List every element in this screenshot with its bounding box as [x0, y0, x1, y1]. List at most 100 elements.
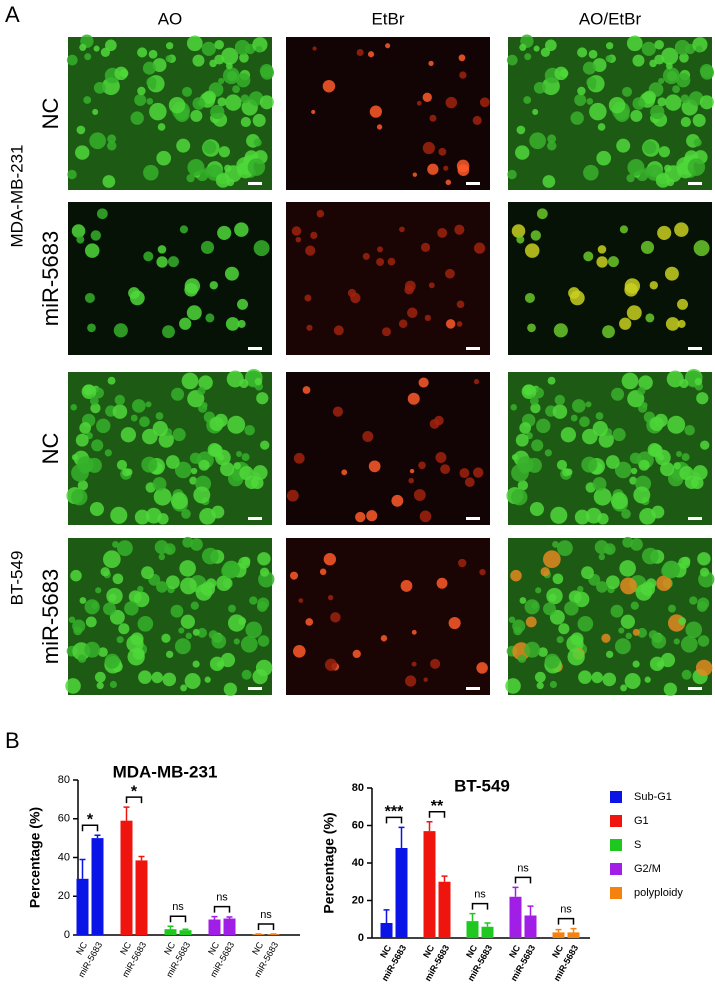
panel-label: B	[5, 728, 20, 753]
cell	[172, 428, 186, 442]
cell	[531, 601, 539, 609]
cell	[593, 487, 612, 506]
significance-label: *	[87, 811, 94, 828]
legend-label: G2/M	[634, 863, 661, 875]
cell	[550, 506, 568, 524]
cell	[423, 677, 428, 682]
cell	[71, 454, 78, 461]
cell	[77, 654, 87, 663]
legend-swatch	[610, 815, 622, 827]
cell	[178, 627, 185, 634]
group-label: MDA-MB-231	[7, 145, 26, 248]
cell	[157, 245, 167, 254]
cell	[240, 635, 258, 653]
bar	[552, 932, 565, 938]
cell	[626, 35, 643, 52]
cell	[124, 601, 139, 616]
cell	[679, 378, 689, 389]
cell	[668, 604, 676, 613]
cell	[585, 401, 592, 408]
cell	[170, 492, 188, 510]
bar	[208, 919, 221, 935]
cell	[618, 627, 625, 634]
cell	[142, 61, 156, 75]
cell	[454, 224, 465, 235]
cell	[582, 428, 598, 445]
cell	[166, 650, 174, 659]
cell	[236, 450, 243, 457]
bar	[91, 838, 104, 935]
cell	[427, 163, 439, 175]
cell	[367, 51, 375, 58]
cell	[368, 460, 381, 473]
cell	[146, 98, 154, 105]
cell	[198, 375, 213, 390]
cell	[84, 641, 101, 658]
cell	[304, 294, 312, 302]
cell	[638, 375, 653, 390]
cell	[640, 240, 655, 254]
cell	[112, 540, 119, 548]
cell	[93, 81, 106, 94]
cell	[100, 567, 110, 577]
cell	[220, 462, 235, 477]
cell	[141, 566, 154, 580]
cell	[209, 416, 224, 432]
error-bar	[167, 925, 174, 930]
cell	[70, 569, 82, 582]
chart-title: MDA-MB-231	[113, 762, 218, 781]
cell	[134, 509, 150, 525]
cell	[232, 85, 241, 94]
cell	[448, 616, 461, 630]
cell	[568, 590, 582, 604]
cell	[180, 614, 195, 629]
chart-title: BT-549	[454, 776, 510, 795]
cell	[558, 623, 570, 635]
cell	[422, 141, 435, 155]
cell	[327, 594, 334, 601]
cell	[330, 612, 341, 623]
y-axis-label: Percentage (%)	[321, 812, 337, 913]
error-bar	[123, 806, 130, 821]
cell	[260, 440, 270, 450]
cell	[589, 102, 607, 121]
cell	[552, 573, 564, 585]
cell	[412, 172, 418, 177]
cell	[472, 467, 484, 478]
cell	[254, 377, 263, 386]
cell	[545, 39, 557, 52]
cell	[699, 567, 710, 577]
cell	[582, 61, 596, 75]
cell	[362, 252, 370, 260]
cell	[570, 632, 584, 646]
cell	[581, 566, 594, 580]
error-bar	[570, 927, 577, 933]
cell	[125, 468, 133, 476]
bar	[509, 896, 522, 938]
cell	[190, 538, 203, 551]
significance-bracket	[514, 876, 532, 884]
cell	[377, 246, 383, 253]
bar	[179, 930, 192, 935]
cell	[700, 440, 710, 450]
cell	[145, 507, 162, 524]
cell	[654, 39, 664, 50]
cell	[362, 431, 374, 442]
cell	[606, 650, 614, 659]
cell	[590, 83, 597, 90]
cell	[527, 323, 536, 333]
cell	[643, 140, 657, 154]
cell	[165, 547, 173, 554]
cell	[148, 49, 158, 59]
cell	[139, 416, 150, 428]
cell	[542, 175, 556, 188]
cell	[162, 672, 177, 687]
cell	[479, 568, 486, 576]
cell	[422, 92, 432, 102]
cell	[529, 501, 544, 517]
cell	[341, 469, 348, 476]
cell	[680, 94, 690, 104]
cell	[75, 433, 89, 447]
cell	[476, 662, 488, 674]
cell	[400, 580, 413, 592]
